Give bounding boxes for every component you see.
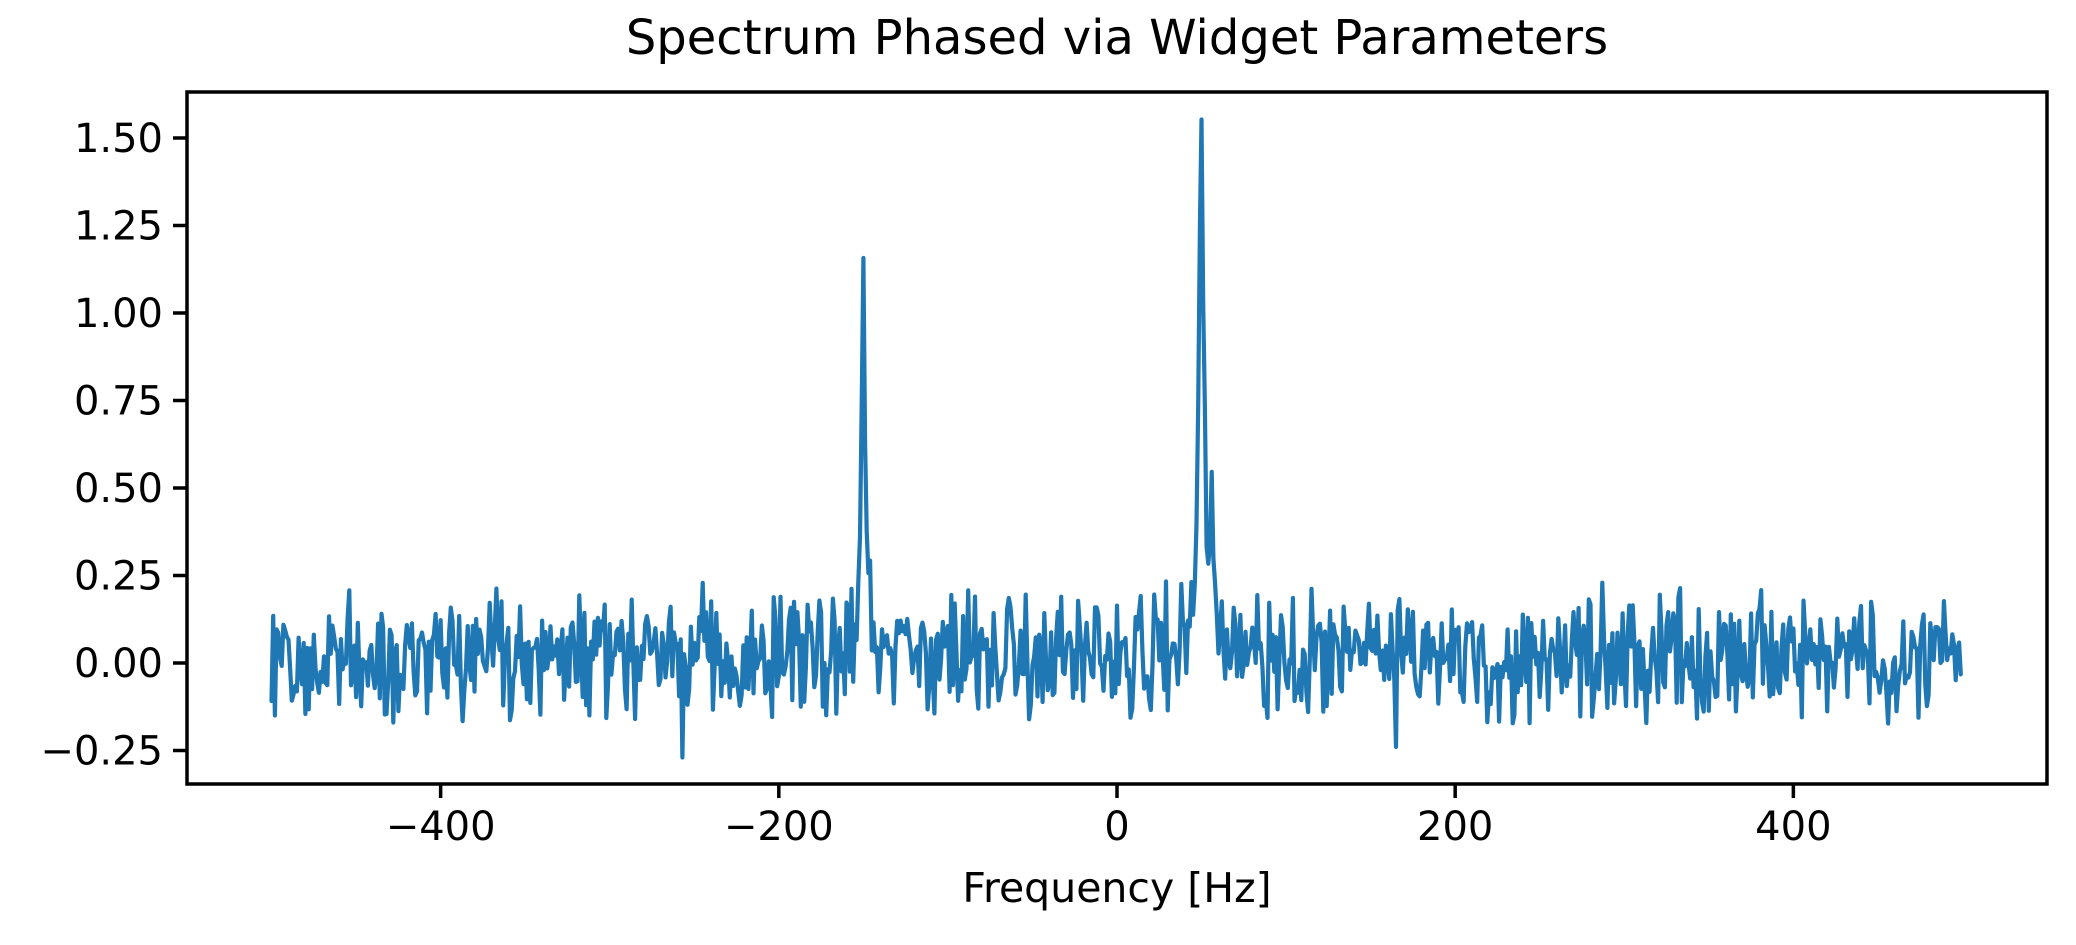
y-tick-label: −0.25 — [40, 729, 163, 775]
y-tick-label: 1.00 — [74, 291, 163, 337]
plot-title: Spectrum Phased via Widget Parameters — [625, 10, 1609, 66]
y-tick-label: 0.75 — [74, 378, 163, 424]
y-tick-label: 0.25 — [74, 554, 163, 600]
x-axis-label: Frequency [Hz] — [962, 864, 1272, 912]
x-tick-label: 200 — [1417, 804, 1493, 850]
x-tick-label: −200 — [724, 804, 834, 850]
y-tick-label: 1.50 — [74, 116, 163, 162]
x-tick-label: −400 — [386, 804, 496, 850]
axes-frame — [185, 90, 2049, 786]
x-tick-label: 400 — [1755, 804, 1831, 850]
y-tick-label: 1.25 — [74, 203, 163, 249]
y-tick-label: 0.50 — [74, 466, 163, 512]
x-tick-label: 0 — [1104, 804, 1129, 850]
y-tick-label: 0.00 — [74, 641, 163, 687]
spectrum-line — [269, 117, 1963, 760]
axis-ticks: −400 −200 0 200 400 −0.25 0.00 0.25 0.50 0.75 1.00… — [40, 116, 1831, 850]
